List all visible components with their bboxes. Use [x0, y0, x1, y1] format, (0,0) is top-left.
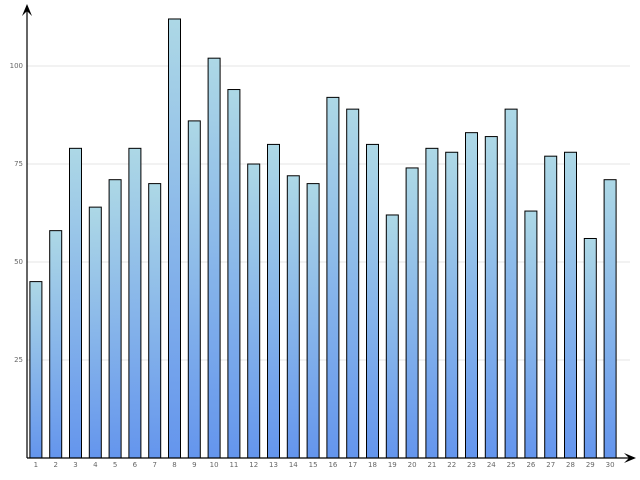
- bar: [227, 89, 241, 459]
- bar: [49, 230, 63, 459]
- y-arrow: [22, 4, 32, 16]
- x-tick-label: 30: [606, 461, 615, 469]
- bar: [69, 147, 82, 459]
- bar: [128, 147, 142, 459]
- bar: [247, 163, 261, 459]
- x-tick-label: 11: [229, 461, 238, 469]
- y-tick-label: 50: [14, 258, 23, 266]
- bar: [168, 18, 181, 459]
- x-tick-label: 21: [427, 461, 436, 469]
- bar: [108, 179, 122, 459]
- x-tick-label: 16: [328, 461, 337, 469]
- x-tick-label: 12: [249, 461, 258, 469]
- x-tick-label: 1: [34, 461, 38, 469]
- bar: [286, 175, 300, 459]
- bar: [366, 143, 379, 459]
- bar: [187, 120, 201, 459]
- bar: [326, 96, 340, 459]
- x-tick-label: 24: [487, 461, 496, 469]
- x-tick-label: 29: [586, 461, 595, 469]
- x-tick-label: 25: [507, 461, 516, 469]
- x-tick-label: 20: [408, 461, 417, 469]
- x-tick-label: 4: [93, 461, 98, 469]
- bar: [445, 151, 459, 459]
- x-tick-label: 28: [566, 461, 575, 469]
- x-tick-label: 13: [269, 461, 278, 469]
- y-tick-label: 75: [14, 160, 23, 168]
- x-tick-label: 26: [526, 461, 535, 469]
- bar: [583, 237, 597, 459]
- bar: [524, 210, 538, 459]
- x-tick-label: 3: [73, 461, 77, 469]
- x-tick-label: 17: [348, 461, 357, 469]
- bar: [267, 143, 280, 459]
- x-tick-label: 14: [289, 461, 298, 469]
- bar: [29, 281, 43, 459]
- bar: [207, 57, 221, 459]
- bar: [346, 108, 360, 459]
- x-tick-label: 27: [546, 461, 555, 469]
- bar: [148, 183, 162, 459]
- bar: [564, 151, 577, 459]
- x-tick-label: 7: [152, 461, 156, 469]
- x-tick-label: 2: [53, 461, 57, 469]
- x-tick-label: 23: [467, 461, 476, 469]
- x-tick-label: 15: [309, 461, 318, 469]
- x-tick-label: 8: [172, 461, 176, 469]
- bar: [405, 167, 419, 459]
- x-tick-label: 19: [388, 461, 397, 469]
- x-arrow: [624, 453, 636, 463]
- bar: [484, 136, 498, 459]
- y-tick-label: 25: [14, 356, 23, 364]
- x-tick-label: 6: [133, 461, 138, 469]
- x-tick-label: 9: [192, 461, 196, 469]
- x-tick-label: 22: [447, 461, 456, 469]
- axes: [22, 4, 636, 463]
- bar: [306, 183, 320, 459]
- x-tick-label: 18: [368, 461, 377, 469]
- x-tick-label: 10: [210, 461, 219, 469]
- bar: [88, 206, 102, 459]
- bar: [465, 132, 478, 459]
- bars: 1 2 3 4 5 6 7 8 9 10 11 12 13 14 15 16 17 18 19 20 21 22 23 24 2…: [29, 18, 617, 469]
- bar: [504, 108, 518, 459]
- bar: [544, 155, 558, 459]
- bar: [385, 214, 399, 459]
- y-tick-label: 100: [10, 62, 23, 70]
- bar: [603, 179, 617, 459]
- bar: [425, 147, 439, 459]
- x-tick-label: 5: [113, 461, 117, 469]
